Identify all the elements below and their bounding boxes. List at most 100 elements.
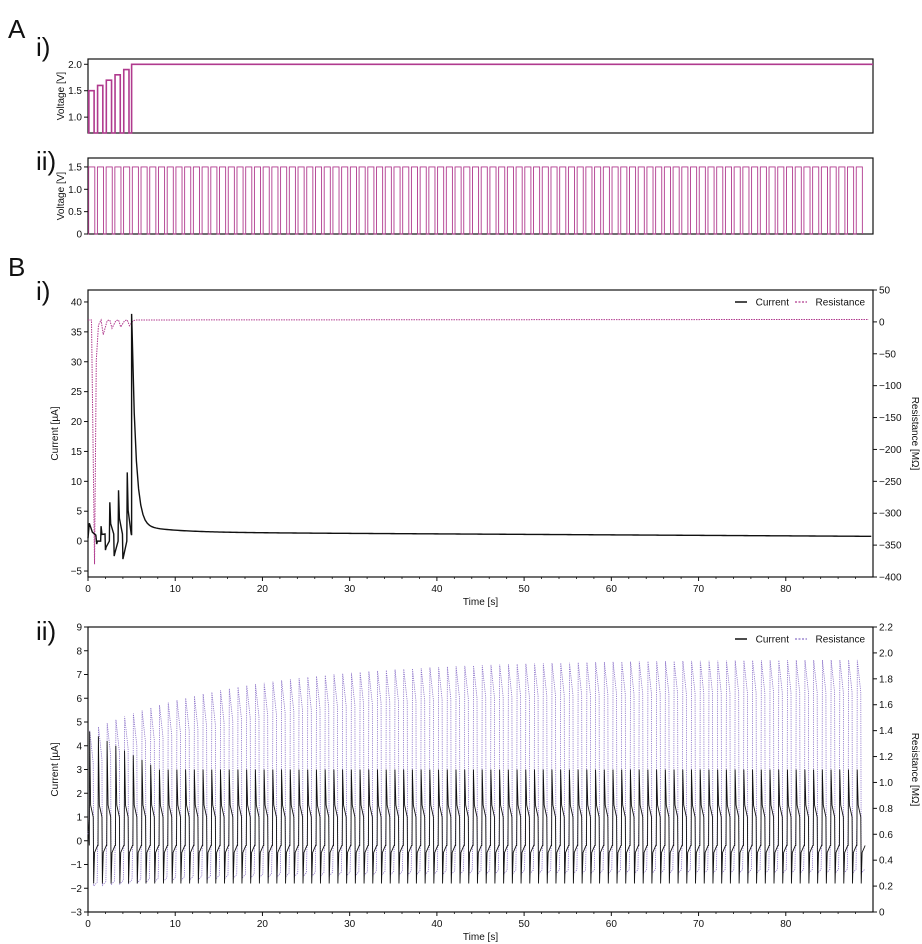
y-axis-label-a-i: Voltage [V] bbox=[56, 72, 67, 121]
series-resistance-b-ii bbox=[87, 659, 866, 888]
panel-label-a: A bbox=[8, 14, 26, 44]
y2-tick-label-b-ii-11: 2.2 bbox=[879, 623, 893, 634]
y-tick-label-b-ii-8: 5 bbox=[76, 718, 82, 729]
legend-label-resistance-b-ii: Resistance bbox=[816, 635, 866, 646]
y-tick-label-b-ii-7: 4 bbox=[76, 741, 82, 752]
y-tick-label-b-ii-11: 8 bbox=[76, 646, 82, 657]
y-tick-label-b-i-2: 5 bbox=[76, 507, 82, 518]
y-tick-label-b-ii-9: 6 bbox=[76, 694, 82, 705]
y-tick-label-b-i-3: 10 bbox=[71, 477, 83, 488]
x-tick-label-b-ii-6: 60 bbox=[606, 919, 618, 930]
x-tick-label-b-i-2: 20 bbox=[257, 584, 269, 595]
y-tick-label-b-i-0: −5 bbox=[71, 567, 83, 578]
y2-tick-label-b-ii-3: 0.6 bbox=[879, 830, 893, 841]
x-tick-label-b-i-3: 30 bbox=[344, 584, 356, 595]
panel-label-a-i: i) bbox=[36, 32, 50, 62]
y-tick-label-b-i-6: 25 bbox=[71, 387, 83, 398]
plot-frame-a-ii bbox=[87, 157, 874, 235]
y2-tick-label-b-ii-8: 1.6 bbox=[879, 700, 893, 711]
y-tick-label-b-ii-0: −3 bbox=[71, 908, 83, 919]
y2-tick-label-b-ii-1: 0.2 bbox=[879, 882, 893, 893]
y2-tick-label-b-i-5: −150 bbox=[879, 413, 902, 424]
y2-tick-label-b-ii-10: 2.0 bbox=[879, 648, 893, 659]
y-tick-label-b-i-8: 35 bbox=[71, 327, 83, 338]
legend-label-current-b-i: Current bbox=[756, 298, 790, 309]
series-voltage-a-ii bbox=[88, 166, 863, 235]
series-voltage-a-i bbox=[88, 63, 873, 134]
y2-tick-label-b-i-2: −300 bbox=[879, 509, 902, 520]
y2-tick-label-b-ii-9: 1.8 bbox=[879, 674, 893, 685]
y-tick-label-a-ii-3: 1.5 bbox=[68, 162, 82, 173]
chart-current-resistance-b-ii: −3 −2 −1 0 1 2 3 4 5 6 7 8 9 0 0.2 0.4 0.6 0.8 1.0 1.2 1.4 1.… bbox=[50, 623, 920, 944]
y-tick-label-b-ii-3: 0 bbox=[76, 836, 82, 847]
x-tick-label-b-i-4: 40 bbox=[431, 584, 443, 595]
y-tick-label-b-ii-1: −2 bbox=[71, 884, 83, 895]
panel-label-b-ii: ii) bbox=[36, 616, 56, 646]
y2-tick-label-b-ii-5: 1.0 bbox=[879, 778, 893, 789]
y-tick-label-b-ii-5: 2 bbox=[76, 789, 82, 800]
y-tick-label-a-ii-2: 1.0 bbox=[68, 185, 82, 196]
x-tick-label-b-ii-8: 80 bbox=[780, 919, 792, 930]
panel-label-b-i: i) bbox=[36, 276, 50, 306]
y2-tick-label-b-i-0: −400 bbox=[879, 573, 902, 584]
y-tick-label-b-ii-6: 3 bbox=[76, 765, 82, 776]
y-tick-label-b-i-5: 20 bbox=[71, 417, 83, 428]
legend-label-current-b-ii: Current bbox=[756, 635, 790, 646]
y-tick-label-a-i-0: 1.0 bbox=[68, 113, 82, 124]
y-tick-label-a-ii-1: 0.5 bbox=[68, 207, 82, 218]
x-tick-label-b-ii-7: 70 bbox=[693, 919, 705, 930]
y-tick-label-b-i-9: 40 bbox=[71, 297, 83, 308]
x-tick-label-b-i-0: 0 bbox=[85, 584, 91, 595]
y-tick-label-a-i-2: 2.0 bbox=[68, 60, 82, 71]
y-axis-label-b-i: Current [µA] bbox=[50, 406, 61, 460]
y-tick-label-b-i-4: 15 bbox=[71, 447, 83, 458]
x-axis-label-b-i: Time [s] bbox=[463, 597, 498, 608]
y2-tick-label-b-ii-2: 0.4 bbox=[879, 856, 893, 867]
y2-tick-label-b-i-8: 0 bbox=[879, 317, 885, 328]
x-tick-label-b-i-8: 80 bbox=[780, 584, 792, 595]
plot-frame-a-i bbox=[87, 58, 874, 134]
x-tick-label-b-ii-3: 30 bbox=[344, 919, 356, 930]
y2-tick-label-b-i-7: −50 bbox=[879, 349, 896, 360]
y-tick-label-b-i-1: 0 bbox=[76, 537, 82, 548]
y2-tick-label-b-i-9: 50 bbox=[879, 286, 891, 297]
x-tick-label-b-ii-1: 10 bbox=[170, 919, 182, 930]
y-tick-label-a-i-1: 1.5 bbox=[68, 86, 82, 97]
legend-label-resistance-b-i: Resistance bbox=[816, 298, 866, 309]
panel-label-a-ii: ii) bbox=[36, 146, 56, 176]
plot-frame-b-ii bbox=[87, 626, 874, 913]
y-tick-label-b-ii-12: 9 bbox=[76, 623, 82, 634]
x-tick-label-b-i-1: 10 bbox=[170, 584, 182, 595]
y2-tick-label-b-i-6: −100 bbox=[879, 381, 902, 392]
x-tick-label-b-i-7: 70 bbox=[693, 584, 705, 595]
x-tick-label-b-ii-0: 0 bbox=[85, 919, 91, 930]
x-axis-label-b-ii: Time [s] bbox=[463, 932, 498, 943]
x-tick-label-b-ii-2: 20 bbox=[257, 919, 269, 930]
y2-tick-label-b-ii-6: 1.2 bbox=[879, 752, 893, 763]
x-tick-label-b-ii-4: 40 bbox=[431, 919, 443, 930]
plot-frame-b-i bbox=[87, 289, 874, 578]
y-tick-label-b-ii-4: 1 bbox=[76, 813, 82, 824]
y-tick-label-b-ii-2: −1 bbox=[71, 860, 83, 871]
y2-tick-label-b-ii-4: 0.8 bbox=[879, 804, 893, 815]
y2-tick-label-b-i-3: −250 bbox=[879, 477, 902, 488]
y-axis-label-a-ii: Voltage [V] bbox=[56, 172, 67, 221]
series-current-b-i bbox=[87, 313, 872, 560]
y2-tick-label-b-ii-0: 0 bbox=[879, 908, 885, 919]
x-tick-label-b-ii-5: 50 bbox=[519, 919, 531, 930]
series-current-b-ii bbox=[87, 731, 866, 884]
chart-current-resistance-b-i: −50510152025303540−400−350−300−250−200−1… bbox=[50, 286, 920, 609]
panel-label-b: B bbox=[8, 252, 25, 282]
y2-tick-label-b-i-4: −200 bbox=[879, 445, 902, 456]
y-tick-label-b-i-7: 30 bbox=[71, 357, 83, 368]
x-tick-label-b-i-5: 50 bbox=[519, 584, 531, 595]
y-tick-label-b-ii-10: 7 bbox=[76, 670, 82, 681]
y2-axis-label-b-i: Resistance [MΩ] bbox=[909, 397, 920, 471]
y2-axis-label-b-ii: Resistance [MΩ] bbox=[909, 733, 920, 807]
y2-tick-label-b-ii-7: 1.4 bbox=[879, 726, 893, 737]
y-axis-label-b-ii: Current [µA] bbox=[50, 742, 61, 796]
x-tick-label-b-i-6: 60 bbox=[606, 584, 618, 595]
